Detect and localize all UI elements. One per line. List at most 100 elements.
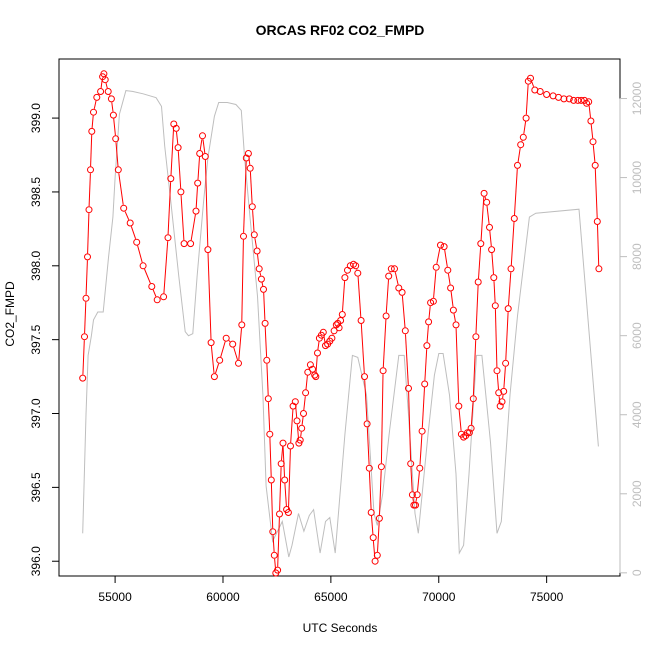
y-tick-label: 397.0 bbox=[29, 398, 43, 428]
series-red-segment bbox=[272, 535, 275, 552]
series-red-segment bbox=[525, 84, 529, 115]
series-red-segment bbox=[130, 226, 137, 239]
data-point bbox=[467, 424, 475, 432]
series-red-segment bbox=[91, 115, 94, 128]
data-point bbox=[311, 371, 319, 379]
series-red-segment bbox=[199, 139, 203, 151]
data-point bbox=[263, 356, 271, 364]
series-red-segment bbox=[357, 276, 362, 318]
data-point bbox=[474, 278, 482, 286]
y-tick-label: 398.0 bbox=[29, 250, 43, 280]
data-point bbox=[440, 243, 448, 251]
series-red-segment bbox=[115, 142, 119, 167]
data-point bbox=[387, 265, 395, 273]
series-red-segment bbox=[470, 402, 474, 425]
series-red-segment bbox=[408, 391, 412, 461]
data-point bbox=[527, 74, 534, 82]
data-point bbox=[577, 96, 585, 104]
y-axis-right: 0 2000 4000 6000 8000 10000 12000 bbox=[619, 82, 644, 576]
data-point bbox=[291, 398, 299, 406]
data-point bbox=[391, 265, 398, 273]
data-point bbox=[483, 198, 491, 206]
data-point bbox=[477, 240, 485, 248]
series-layer bbox=[79, 70, 603, 577]
data-point bbox=[312, 373, 320, 381]
series-red-segment bbox=[144, 268, 151, 284]
data-point bbox=[589, 138, 597, 146]
data-point bbox=[338, 311, 346, 318]
data-point bbox=[120, 204, 128, 212]
data-point bbox=[593, 218, 601, 225]
data-point bbox=[261, 319, 269, 327]
series-red-segment bbox=[502, 394, 504, 399]
data-point bbox=[148, 283, 156, 290]
data-point bbox=[412, 501, 419, 509]
y2-tick-label: 4000 bbox=[630, 401, 644, 428]
data-point bbox=[187, 240, 195, 248]
data-point bbox=[139, 262, 147, 270]
data-point bbox=[363, 420, 371, 428]
series-red-segment bbox=[458, 409, 462, 431]
series-red-segment bbox=[489, 230, 492, 247]
series-red-segment bbox=[410, 467, 413, 492]
series-red-segment bbox=[415, 498, 418, 502]
data-point bbox=[114, 166, 122, 174]
data-point bbox=[257, 275, 265, 283]
data-point bbox=[491, 302, 499, 310]
data-point bbox=[469, 395, 477, 403]
x-tick-label: 60000 bbox=[206, 590, 240, 604]
data-point bbox=[502, 359, 510, 367]
data-point bbox=[517, 141, 525, 149]
series-red-segment bbox=[588, 105, 591, 118]
data-point bbox=[570, 96, 578, 104]
data-point bbox=[238, 321, 246, 329]
series-red-segment bbox=[594, 168, 598, 219]
series-red-segment bbox=[238, 328, 242, 360]
data-point bbox=[97, 88, 105, 95]
x-tick-label: 70000 bbox=[422, 590, 456, 604]
data-point bbox=[425, 318, 433, 326]
series-red-segment bbox=[241, 239, 244, 322]
data-point bbox=[514, 161, 521, 169]
series-red-segment bbox=[288, 449, 291, 510]
series-red-segment bbox=[447, 273, 451, 285]
data-point bbox=[270, 551, 278, 559]
series-red-segment bbox=[480, 196, 485, 241]
data-point bbox=[493, 367, 501, 375]
data-point bbox=[536, 88, 544, 95]
data-point bbox=[437, 241, 444, 249]
series-red-segment bbox=[496, 374, 499, 390]
data-point bbox=[416, 464, 424, 472]
data-point bbox=[260, 285, 267, 293]
series-red-segment bbox=[494, 309, 498, 368]
data-point bbox=[248, 203, 256, 211]
series-red-segment bbox=[428, 306, 431, 319]
data-point bbox=[519, 133, 527, 141]
x-axis-title: UTC Seconds bbox=[303, 621, 378, 635]
data-point bbox=[196, 150, 204, 157]
data-point bbox=[229, 340, 237, 348]
data-point bbox=[81, 333, 88, 341]
series-red-segment bbox=[382, 319, 387, 368]
series-red-segment bbox=[82, 340, 85, 375]
series-red-segment bbox=[377, 521, 380, 552]
series-red-segment bbox=[455, 328, 460, 403]
y2-tick-label: 12000 bbox=[630, 82, 644, 116]
series-red-segment bbox=[514, 168, 518, 216]
series-red-segment bbox=[177, 151, 182, 189]
data-point bbox=[109, 111, 117, 119]
data-point bbox=[341, 274, 349, 282]
data-point bbox=[595, 265, 603, 273]
data-point bbox=[452, 321, 460, 329]
data-point bbox=[585, 98, 593, 106]
series-red-segment bbox=[270, 483, 274, 529]
series-red-segment bbox=[505, 312, 509, 360]
series-red-segment bbox=[484, 196, 487, 200]
series-red-segment bbox=[249, 171, 253, 204]
series-red-segment bbox=[493, 281, 496, 303]
series-red-segment bbox=[197, 156, 200, 180]
data-point bbox=[464, 429, 471, 437]
series-red-segment bbox=[207, 252, 212, 340]
data-point bbox=[235, 359, 242, 367]
